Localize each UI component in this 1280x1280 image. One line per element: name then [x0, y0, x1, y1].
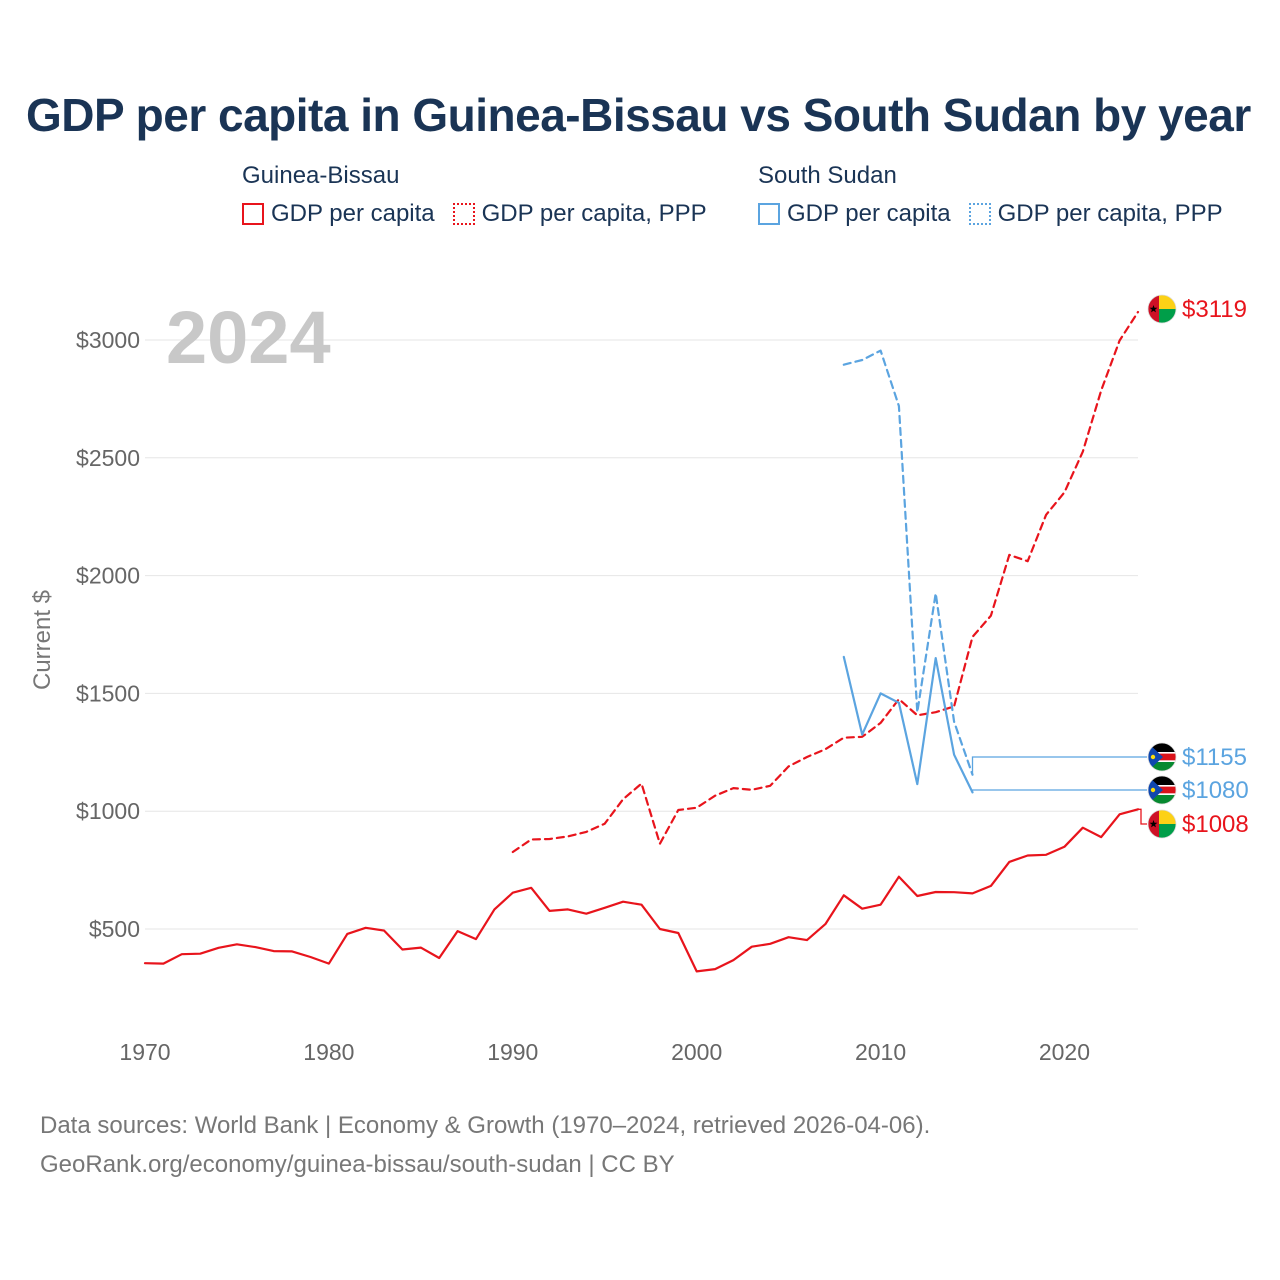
- legend-label: GDP per capita: [271, 200, 435, 227]
- source-line-1: Data sources: World Bank | Economy & Gro…: [40, 1112, 931, 1139]
- legend-swatch-solid-blue: [758, 203, 780, 225]
- legend-item-gb-gdp[interactable]: GDP per capita: [242, 200, 435, 228]
- x-tick-label: 1970: [119, 1039, 170, 1065]
- legend-group-guinea-bissau: Guinea-Bissau GDP per capita GDP per cap…: [242, 162, 707, 228]
- source-line-2[interactable]: GeoRank.org/economy/guinea-bissau/south-…: [40, 1151, 675, 1178]
- x-axis-ticks: 1970 1980 1990 2000 2010 2020: [119, 1039, 1090, 1065]
- series-line-guinea_bissau-ppp[interactable]: [511, 310, 1140, 854]
- leader-line: [1138, 808, 1147, 825]
- south-sudan-flag-icon: [1147, 742, 1177, 772]
- end-value-label: $1008: [1182, 811, 1249, 838]
- legend-item-ss-gdp[interactable]: GDP per capita: [758, 200, 951, 228]
- y-axis-ticks: $500 $1000 $1500 $2000 $2500 $3000: [76, 327, 140, 942]
- source-note: Data sources: World Bank | Economy & Gro…: [40, 1106, 930, 1184]
- y-tick-label: $1500: [76, 680, 140, 706]
- guinea-bissau-flag-icon: [1147, 294, 1177, 324]
- leader-line: [971, 756, 1147, 775]
- y-axis-label: Current $: [29, 590, 56, 690]
- x-tick-label: 2020: [1039, 1039, 1090, 1065]
- x-tick-label: 1980: [303, 1039, 354, 1065]
- legend-group-south-sudan: South Sudan GDP per capita GDP per capit…: [758, 162, 1223, 228]
- y-tick-label: $3000: [76, 327, 140, 353]
- end-value-label: $3119: [1182, 296, 1247, 323]
- legend-label: GDP per capita: [787, 200, 951, 227]
- y-tick-label: $500: [89, 916, 140, 942]
- y-tick-label: $2000: [76, 563, 140, 589]
- legend-label: GDP per capita, PPP: [481, 200, 707, 227]
- chart-title: GDP per capita in Guinea-Bissau vs South…: [26, 89, 1251, 141]
- year-watermark: 2024: [166, 296, 331, 379]
- legend-swatch-solid-red: [242, 203, 264, 225]
- end-value-label: $1155: [1182, 744, 1247, 771]
- x-tick-label: 2010: [855, 1039, 906, 1065]
- legend-country-guinea-bissau: Guinea-Bissau: [242, 162, 400, 189]
- series-line-guinea_bissau[interactable]: [143, 808, 1140, 973]
- leader-line: [971, 789, 1147, 793]
- series-lines: [143, 310, 1140, 973]
- end-value-label: $1080: [1182, 777, 1249, 804]
- series-line-south_sudan-ppp[interactable]: [842, 349, 974, 776]
- legend-item-ss-gdp-ppp[interactable]: GDP per capita, PPP: [968, 200, 1223, 228]
- guinea-bissau-flag-icon: [1147, 809, 1177, 839]
- series-line-south_sudan[interactable]: [842, 655, 974, 794]
- end-labels: $1008 $3119 $1080 $1155: [971, 294, 1249, 839]
- legend-swatch-dotted-blue: [968, 203, 991, 225]
- legend-country-south-sudan: South Sudan: [758, 162, 897, 189]
- y-tick-label: $2500: [76, 445, 140, 471]
- south-sudan-flag-icon: [1147, 775, 1177, 805]
- legend-swatch-dotted-red: [452, 203, 475, 225]
- legend-label: GDP per capita, PPP: [997, 200, 1223, 227]
- x-tick-label: 2000: [671, 1039, 722, 1065]
- y-tick-label: $1000: [76, 798, 140, 824]
- grid-lines: [145, 339, 1138, 930]
- legend-item-gb-gdp-ppp[interactable]: GDP per capita, PPP: [452, 200, 707, 228]
- x-tick-label: 1990: [487, 1039, 538, 1065]
